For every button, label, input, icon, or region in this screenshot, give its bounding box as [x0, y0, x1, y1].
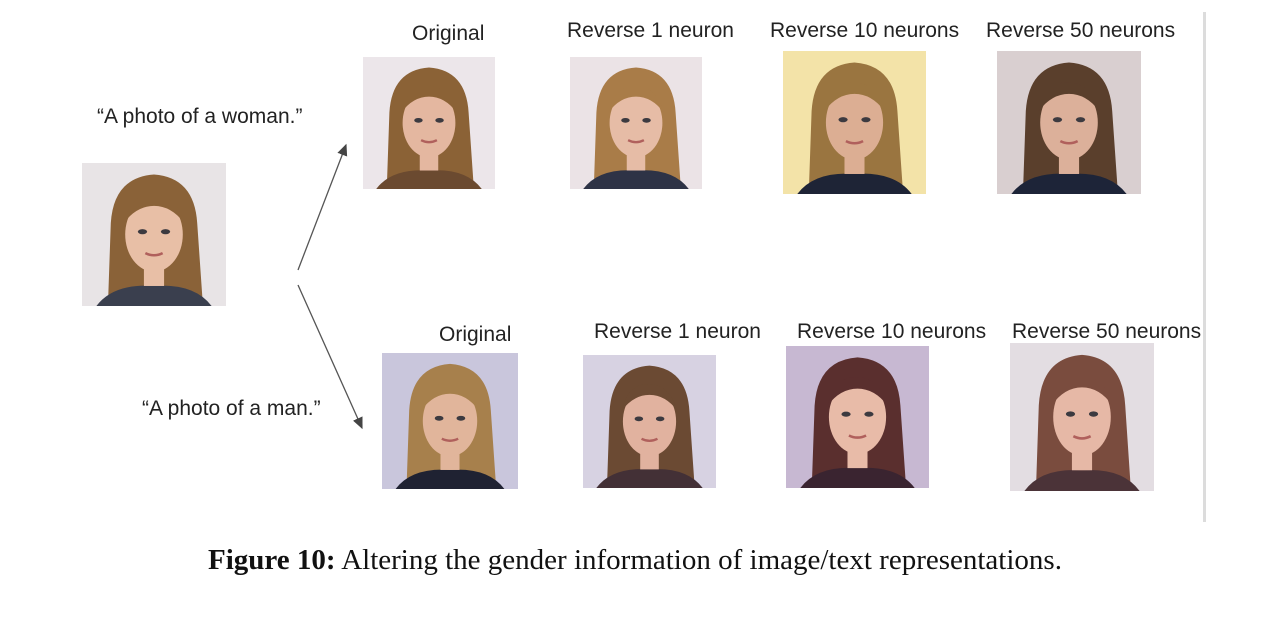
row2-label-reverse-1: Reverse 1 neuron: [594, 320, 761, 343]
row2-reverse-50-image: [1010, 343, 1154, 491]
arrow-to-man-row: [297, 284, 363, 430]
row1-label-reverse-10: Reverse 10 neurons: [770, 19, 960, 42]
row2-label-reverse-50: Reverse 50 neurons: [1012, 320, 1202, 343]
source-face-image: [82, 163, 226, 306]
row2-label-original: Original: [439, 323, 512, 346]
figure-caption-label: Figure 10:: [208, 544, 336, 576]
figure-caption: Figure 10: Altering the gender informati…: [0, 544, 1270, 577]
prompt-man: “A photo of a man.”: [142, 397, 321, 420]
row1-label-reverse-1: Reverse 1 neuron: [567, 19, 734, 42]
row2-original-image: [382, 353, 518, 489]
row1-reverse-10-image: [783, 51, 926, 194]
row1-label-original: Original: [412, 22, 485, 45]
figure-caption-text: Altering the gender information of image…: [341, 544, 1062, 576]
row1-reverse-50-image: [997, 51, 1141, 194]
arrow-to-woman-row: [297, 143, 348, 271]
row1-label-reverse-50: Reverse 50 neurons: [986, 19, 1176, 42]
row2-label-reverse-10: Reverse 10 neurons: [797, 320, 987, 343]
row2-reverse-1-image: [583, 355, 716, 488]
divider-line: [1203, 12, 1206, 522]
row1-reverse-1-image: [570, 57, 702, 189]
row1-original-image: [363, 57, 495, 189]
prompt-woman: “A photo of a woman.”: [97, 105, 303, 128]
row2-reverse-10-image: [786, 346, 929, 488]
